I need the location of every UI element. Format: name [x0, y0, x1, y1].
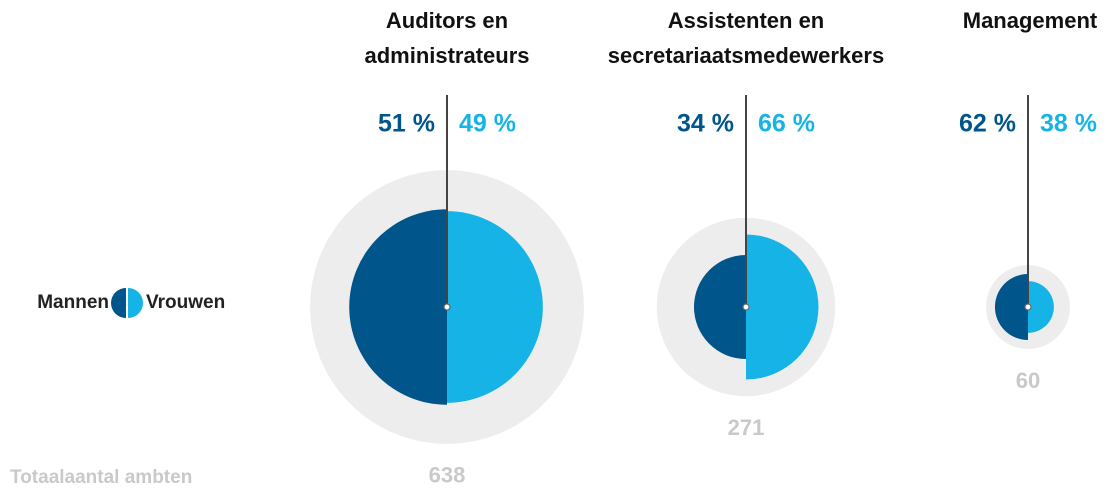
category-title: Assistenten en [668, 8, 825, 33]
men-label: 51 % [378, 110, 435, 138]
legend-swatch [128, 288, 143, 318]
men-half [994, 273, 1028, 341]
men-half [693, 254, 746, 360]
legend-label: Vrouwen [146, 292, 225, 313]
legend-label: Mannen [37, 292, 109, 313]
legend-swatch [111, 288, 126, 318]
women-label: 38 % [1040, 110, 1097, 138]
category-title: Management [963, 8, 1098, 33]
category-title: administrateurs [364, 43, 529, 68]
women-label: 66 % [758, 110, 815, 138]
category-title: secretariaatsmedewerkers [608, 43, 884, 68]
total-value: 638 [429, 463, 466, 488]
men-half [349, 209, 447, 405]
men-label: 34 % [677, 110, 734, 138]
total-value: 271 [728, 415, 765, 440]
total-label: Totaalaantal ambten [10, 467, 192, 488]
center-dot [1024, 303, 1032, 311]
category-title: Auditors en [386, 8, 508, 33]
women-half [746, 234, 819, 380]
women-half [447, 211, 543, 403]
women-half [1028, 281, 1054, 333]
center-dot [742, 303, 750, 311]
men-label: 62 % [959, 110, 1016, 138]
center-dot [443, 303, 451, 311]
total-value: 60 [1016, 368, 1040, 393]
women-label: 49 % [459, 110, 516, 138]
